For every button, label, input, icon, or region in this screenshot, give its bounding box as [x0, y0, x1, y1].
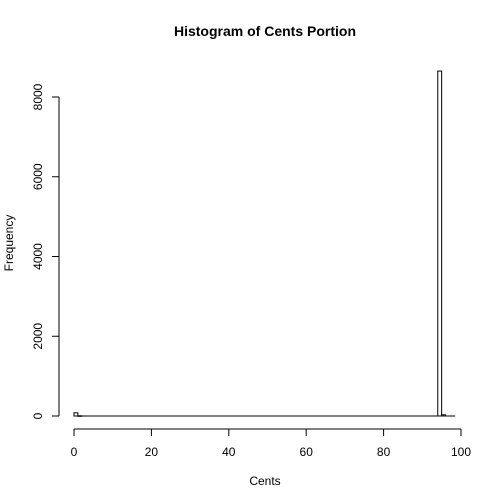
histogram-bar-2	[437, 70, 443, 417]
y-tick-label: 8000	[31, 83, 45, 110]
x-tick-label: 40	[222, 445, 236, 459]
y-tick-label: 4000	[31, 243, 45, 270]
y-tick-label: 0	[31, 412, 45, 419]
y-axis-label: Frequency	[2, 215, 16, 272]
histogram-bar-0	[73, 412, 79, 417]
y-axis-ticks: 0 2000 4000 6000 8000	[31, 83, 59, 419]
x-tick-label: 60	[300, 445, 314, 459]
histogram-bar-1	[77, 415, 83, 417]
y-tick-label: 2000	[31, 323, 45, 350]
x-tick-label: 20	[145, 445, 159, 459]
histogram-bar-3	[441, 414, 447, 417]
x-axis-ticks: 0 20 40 60 80 100	[71, 429, 471, 459]
x-tick-label: 80	[377, 445, 391, 459]
x-tick-label: 0	[71, 445, 78, 459]
x-axis-label: Cents	[249, 474, 280, 488]
y-tick-label: 6000	[31, 163, 45, 190]
histogram-bars	[73, 70, 456, 417]
x-tick-label: 100	[451, 445, 471, 459]
chart-title: Histogram of Cents Portion	[174, 23, 356, 39]
